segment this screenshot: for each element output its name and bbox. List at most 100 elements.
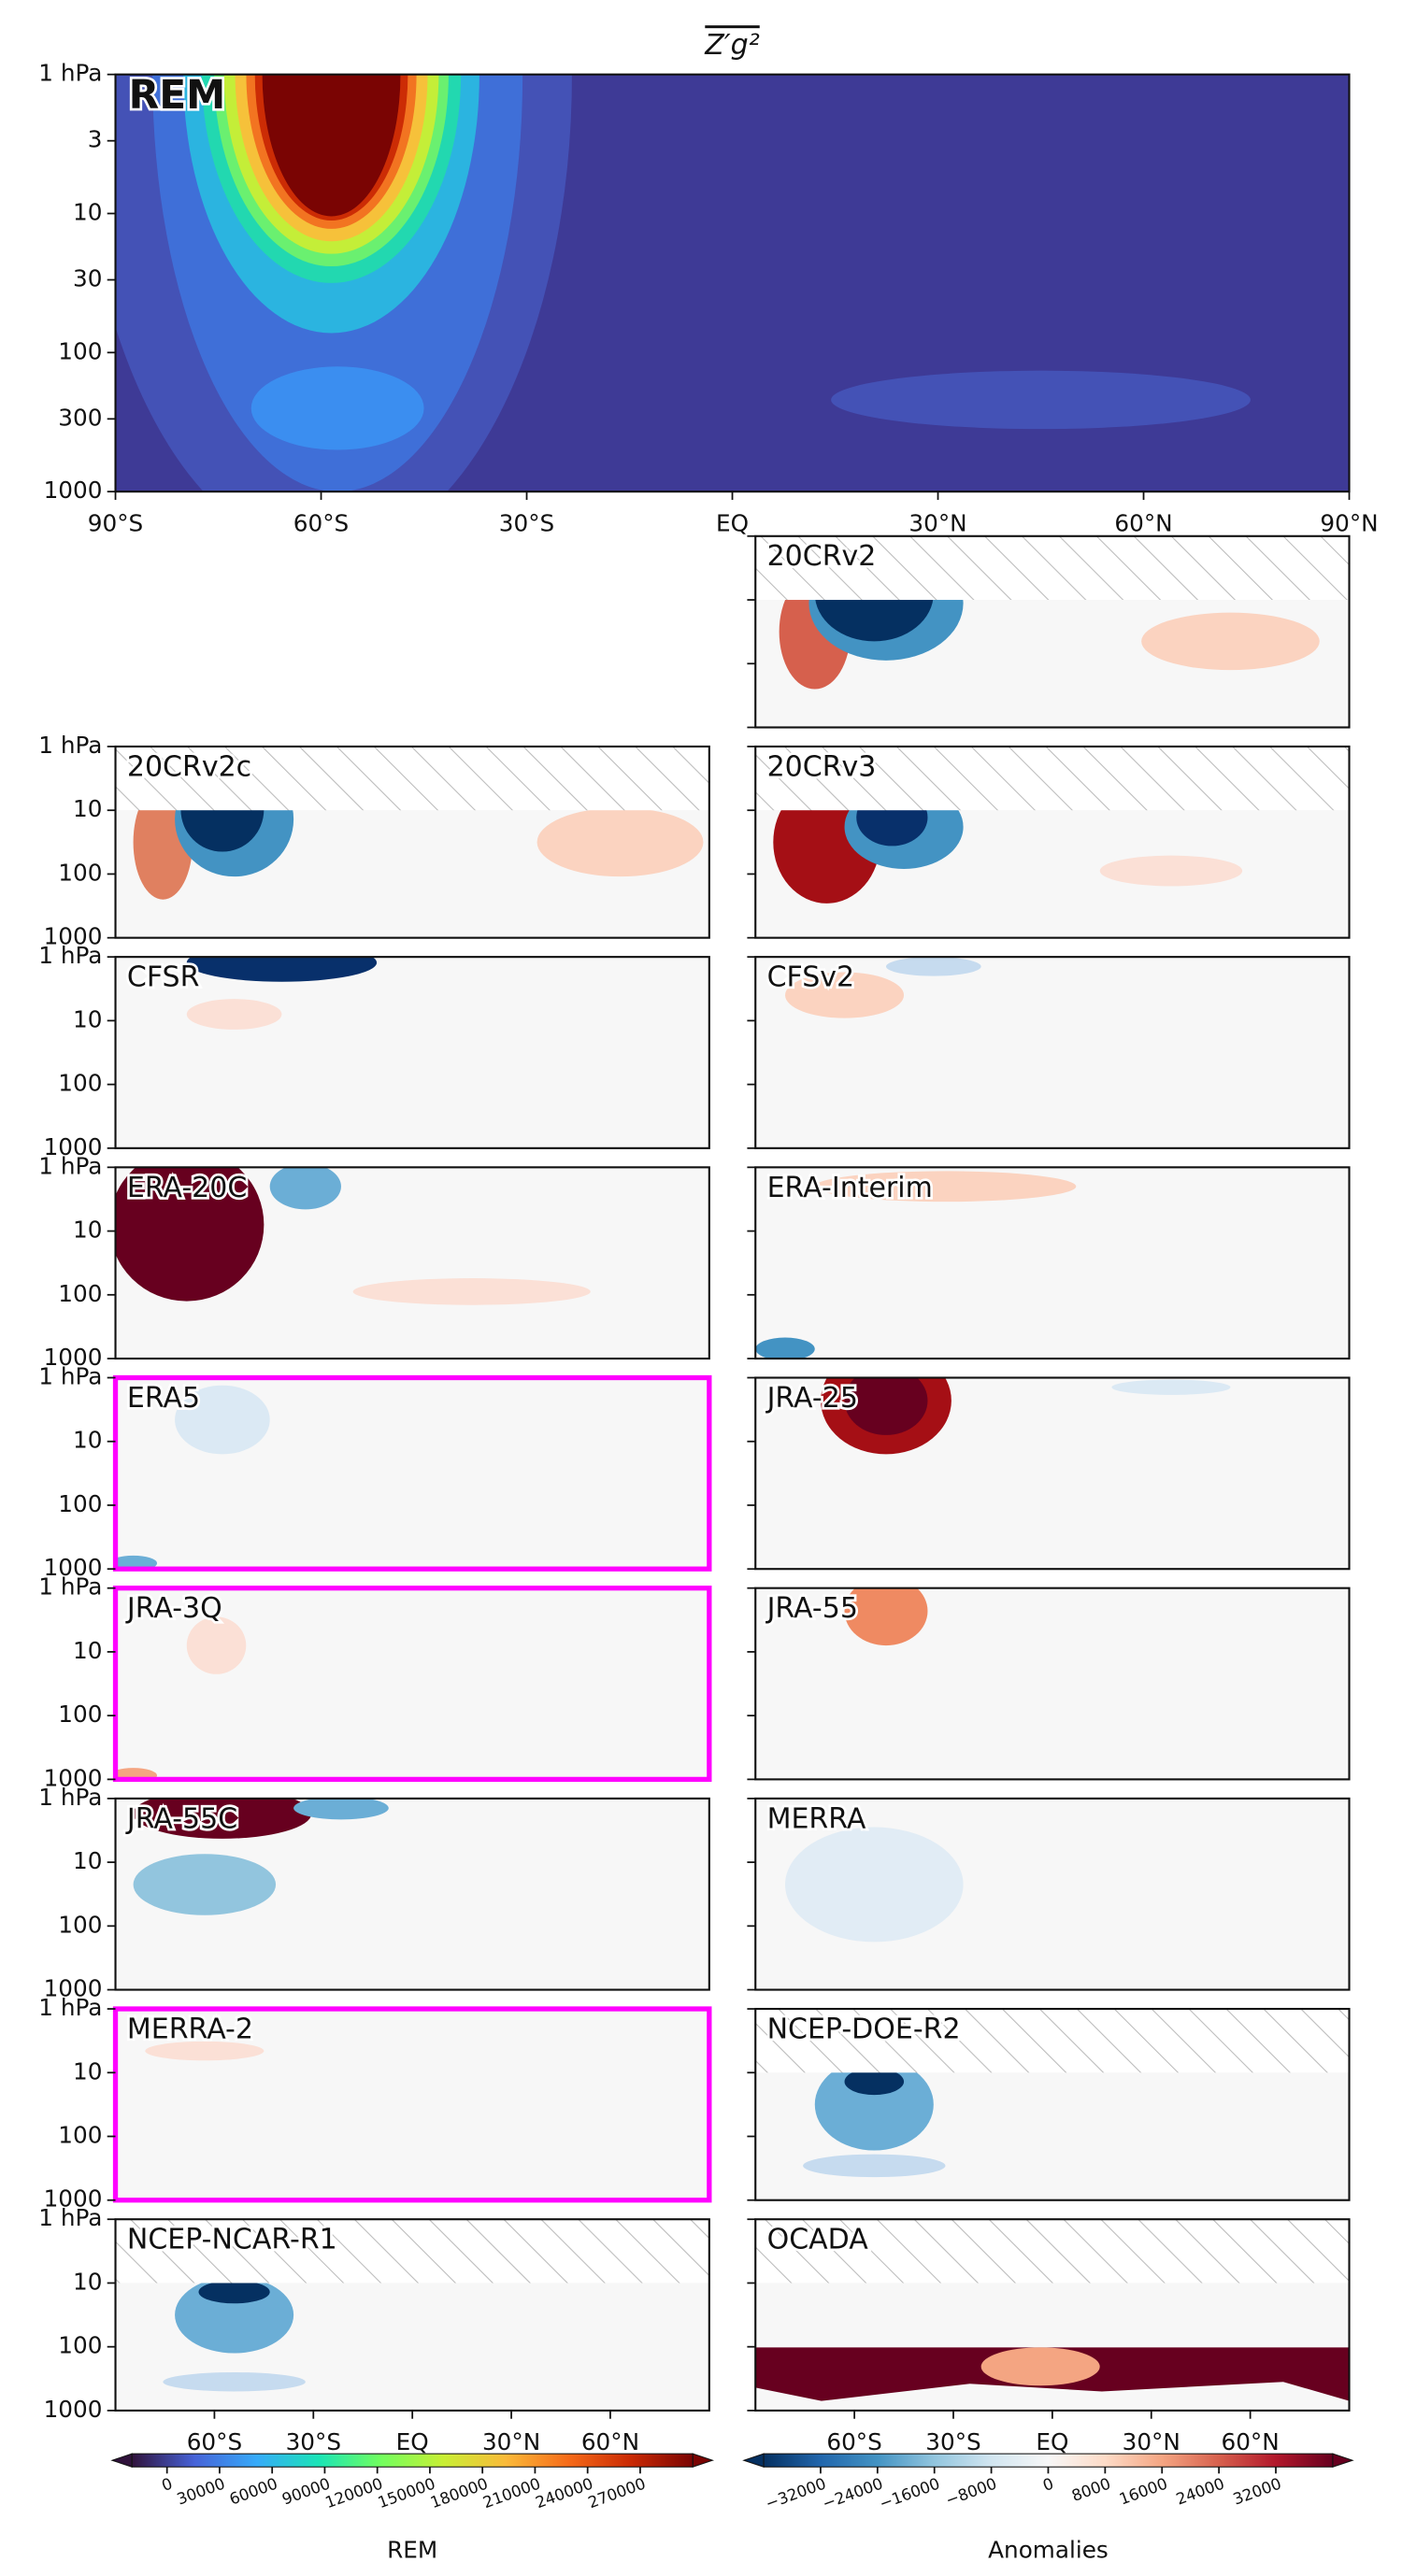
contour xyxy=(115,1167,265,1302)
contour xyxy=(785,1827,964,1943)
colorbar-tick-label: −16000 xyxy=(877,2474,942,2513)
contour xyxy=(803,2154,946,2178)
x-tick-label: 30°N xyxy=(482,2428,540,2455)
colorbar-tick-label: −8000 xyxy=(943,2474,999,2510)
anomaly-field xyxy=(115,1798,709,1990)
contour xyxy=(352,1278,591,1305)
rem-field xyxy=(115,74,1350,492)
panel-name: 20CRv2 xyxy=(767,540,877,573)
anomaly-field xyxy=(755,1167,1350,1359)
colorbar-tick-label: −32000 xyxy=(763,2474,828,2513)
field-background xyxy=(115,957,709,1148)
anomaly-field xyxy=(115,1587,709,1780)
contour xyxy=(269,1167,341,1210)
y-tick-label: 100 xyxy=(58,1490,102,1517)
x-tick-label: 30°N xyxy=(908,509,966,536)
panel-name: 20CRv3 xyxy=(767,750,877,783)
y-tick-label: 1000 xyxy=(44,1975,103,2002)
contour xyxy=(145,2041,265,2061)
contour xyxy=(844,2068,905,2096)
colorbar xyxy=(131,2453,694,2468)
panel-name: NCEP-DOE-R2 xyxy=(767,2013,961,2045)
colorbar-extend xyxy=(742,2453,765,2468)
contour xyxy=(785,972,905,1018)
contour xyxy=(115,1555,157,1570)
x-tick-label: 60°N xyxy=(581,2428,639,2455)
panel-name: OCADA xyxy=(767,2224,869,2256)
y-tick-label: 1 hPa xyxy=(38,2204,102,2231)
anomaly-field xyxy=(115,1167,709,1359)
anomaly-field xyxy=(755,1798,1350,1990)
x-tick-label: 30°S xyxy=(499,509,554,536)
y-tick-label: 1000 xyxy=(44,2396,103,2423)
y-tick-label: 100 xyxy=(58,337,102,364)
colorbar-label: Anomalies xyxy=(988,2536,1109,2563)
contour xyxy=(186,957,378,982)
x-tick-label: EQ xyxy=(716,509,749,536)
colorbar xyxy=(763,2453,1334,2468)
colorbar-tick-label: 16000 xyxy=(1117,2474,1170,2509)
anomaly-field xyxy=(755,746,1350,938)
colorbar-extend xyxy=(110,2453,133,2468)
y-tick-label: 100 xyxy=(58,1911,102,1938)
y-tick-label: 10 xyxy=(73,199,102,226)
anomaly-field xyxy=(115,2219,709,2411)
colorbar-tick-label: 8000 xyxy=(1069,2474,1113,2505)
panel-name: JRA-25 xyxy=(765,1382,858,1415)
panel-name: ERA-20C xyxy=(127,1172,247,1204)
x-tick-label: 60°S xyxy=(293,509,349,536)
colorbar-tick-label: 30000 xyxy=(174,2474,227,2509)
y-tick-label: 10 xyxy=(73,2268,102,2295)
x-tick-label: EQ xyxy=(396,2428,429,2455)
colorbar-tick-label: 0 xyxy=(159,2474,175,2495)
y-tick-label: 10 xyxy=(73,1847,102,1874)
x-tick-label: 60°N xyxy=(1222,2428,1280,2455)
colorbar-tick-label: 90000 xyxy=(279,2474,333,2509)
panel-name: CFSv2 xyxy=(767,961,855,994)
colorbar-tick-label: 24000 xyxy=(1174,2474,1227,2509)
y-tick-label: 1000 xyxy=(44,923,103,950)
anomaly-field xyxy=(755,2009,1350,2200)
x-tick-label: EQ xyxy=(1036,2428,1068,2455)
y-tick-label: 100 xyxy=(58,859,102,886)
colorbar-tick-label: 270000 xyxy=(585,2474,648,2512)
y-tick-label: 1 hPa xyxy=(38,1152,102,1179)
x-tick-label: 90°S xyxy=(88,509,143,536)
panel-frame xyxy=(114,1797,710,1991)
y-tick-label: 10 xyxy=(73,1217,102,1244)
contour xyxy=(186,999,282,1030)
y-tick-label: 1000 xyxy=(44,2185,103,2213)
y-tick-label: 1000 xyxy=(44,477,103,504)
panel-name: ERA-Interim xyxy=(767,1172,933,1204)
panel-name: JRA-3Q xyxy=(125,1592,222,1625)
colorbar-label: REM xyxy=(387,2536,437,2563)
hatch xyxy=(115,2219,709,2284)
panel-frame xyxy=(754,2007,1351,2201)
panel-name: ERA5 xyxy=(127,1382,200,1415)
field-background xyxy=(115,2009,709,2200)
contour xyxy=(831,370,1251,430)
panel-frame xyxy=(112,1374,712,1572)
y-tick-label: 1000 xyxy=(44,1764,103,1791)
contour xyxy=(198,2280,270,2304)
contour xyxy=(980,2347,1100,2386)
contour xyxy=(175,1385,270,1455)
contour xyxy=(1099,855,1243,887)
y-tick-label: 30 xyxy=(73,265,102,292)
panel-frame xyxy=(754,1587,1351,1781)
y-tick-label: 100 xyxy=(58,2332,102,2359)
contour xyxy=(886,957,981,976)
panel-name: 20CRv2c xyxy=(127,750,251,783)
contour xyxy=(133,1854,277,1915)
contour xyxy=(814,1171,1077,1203)
panel-frame xyxy=(754,534,1351,729)
contour xyxy=(186,1616,247,1674)
y-tick-label: 1 hPa xyxy=(38,1784,102,1811)
panel-frame xyxy=(754,1166,1351,1360)
panel-frame xyxy=(754,1797,1351,1991)
anomaly-field xyxy=(755,1587,1350,1780)
contour xyxy=(133,1798,312,1839)
y-tick-label: 300 xyxy=(58,404,102,431)
y-tick-label: 10 xyxy=(73,1637,102,1664)
